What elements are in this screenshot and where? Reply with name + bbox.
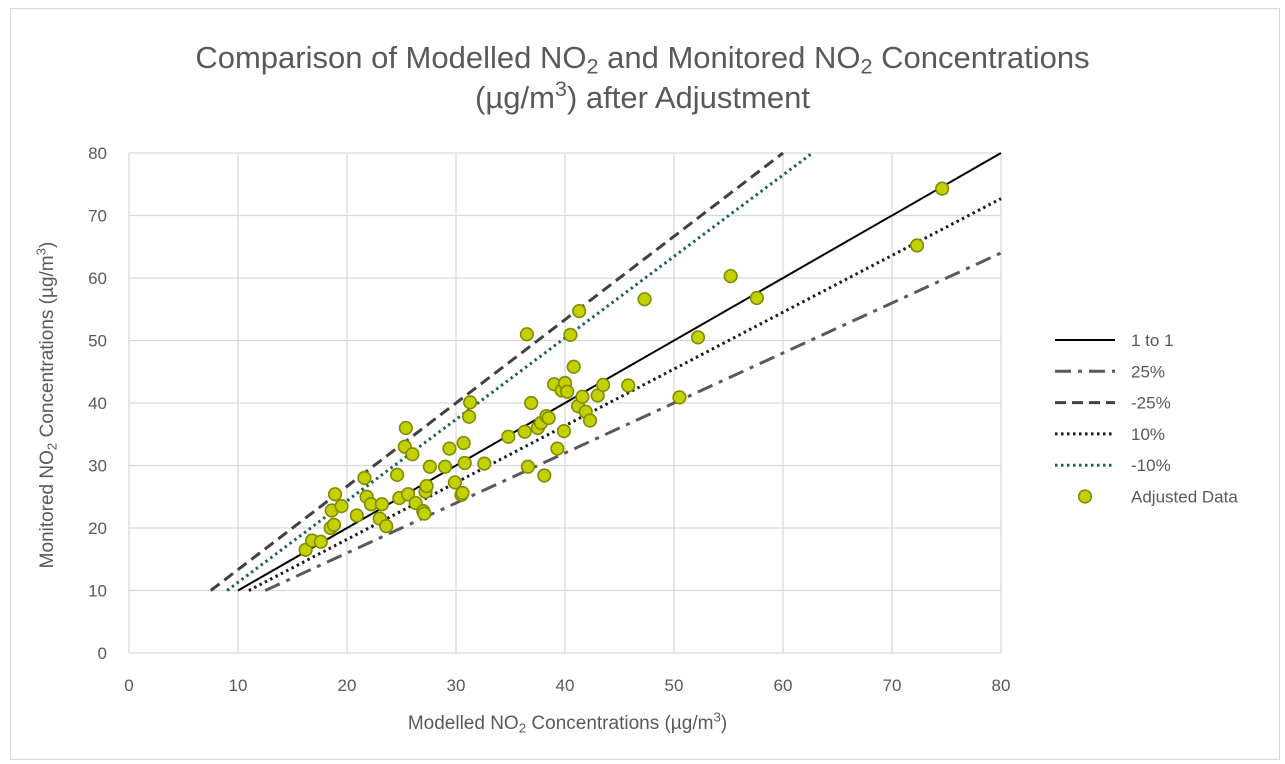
data-point [672, 390, 687, 405]
chart-title-line-1: Comparison of Modelled NO2 and Monitored… [195, 40, 1090, 79]
x-tick-label: 20 [338, 676, 357, 695]
legend-label: 10% [1131, 425, 1165, 444]
data-point [621, 378, 636, 393]
data-point [398, 420, 413, 436]
data-point [566, 359, 581, 374]
data-point [690, 330, 706, 345]
legend-label: 1 to 1 [1131, 331, 1174, 350]
data-point [517, 424, 532, 439]
data-point [582, 413, 598, 428]
series-line [237, 152, 1002, 592]
y-tick-label: 30 [88, 457, 107, 476]
data-point [477, 456, 492, 471]
data-point [461, 409, 477, 424]
x-tick-label: 10 [229, 676, 248, 695]
y-tick-label: 50 [88, 332, 107, 351]
x-tick-label: 80 [992, 676, 1011, 695]
legend-label: Adjusted Data [1131, 488, 1238, 507]
x-axis-title: Modelled NO2 Concentrations (µg/m3) [407, 709, 728, 736]
data-point [519, 327, 534, 342]
y-tick-label: 60 [88, 269, 107, 288]
data-point [541, 410, 556, 426]
data-point [405, 447, 420, 462]
series-line [248, 197, 1002, 592]
data-point [572, 304, 587, 319]
data-point [438, 459, 453, 474]
x-tick-label: 70 [883, 676, 902, 695]
data-point [563, 327, 578, 342]
data-point [457, 455, 472, 471]
data-point [417, 506, 432, 521]
data-point [326, 517, 342, 532]
y-tick-label: 40 [88, 394, 107, 413]
y-tick-label: 80 [88, 144, 107, 163]
data-point [637, 292, 652, 307]
x-tick-label: 60 [774, 676, 793, 695]
data-point [390, 467, 405, 482]
legend-label: -25% [1131, 394, 1171, 413]
x-tick-label: 30 [447, 676, 466, 695]
data-point [419, 479, 434, 494]
legend-label: 25% [1131, 362, 1165, 381]
y-axis-title: Monitored NO2 Concentrations (µg/m3) [33, 241, 60, 569]
reference-lines [209, 151, 1002, 592]
y-tick-label: 10 [88, 582, 107, 601]
series-line [264, 251, 1002, 592]
data-point [456, 435, 471, 451]
chart-frame [10, 8, 1280, 760]
data-point [349, 508, 364, 523]
data-point [723, 269, 738, 284]
data-point [556, 424, 572, 439]
data-point [596, 377, 611, 392]
legend: 1 to 1 25% -25% 10% -10% Adjusted Data [1055, 331, 1238, 507]
data-point [537, 468, 552, 483]
legend-marker [1077, 489, 1093, 504]
data-point [560, 384, 575, 399]
data-point [501, 429, 516, 444]
data-point [935, 181, 950, 196]
legend-label: -10% [1131, 456, 1171, 475]
data-point [909, 238, 925, 253]
data-point [463, 395, 478, 410]
data-point [447, 475, 463, 490]
data-point [550, 441, 565, 456]
data-point [455, 485, 470, 501]
data-point [379, 519, 394, 534]
chart-title-line-2: (µg/m3) after Adjustment [475, 76, 810, 115]
scatter-points [298, 181, 950, 557]
y-tick-label: 70 [88, 207, 107, 226]
data-point [442, 441, 457, 456]
data-point [327, 487, 343, 502]
y-tick-label: 0 [98, 644, 107, 663]
data-point [524, 395, 539, 411]
data-point [374, 497, 389, 512]
series-line [209, 151, 784, 592]
tick-labels: 0 10 20 30 40 50 60 70 80 0 10 20 30 40 50 60 70 80 [88, 144, 1010, 695]
x-tick-label: 40 [556, 676, 575, 695]
data-point [313, 534, 328, 549]
data-point [575, 389, 590, 404]
data-point [520, 459, 536, 474]
y-tick-label: 20 [88, 519, 107, 538]
axes [128, 153, 1001, 654]
data-point [400, 487, 416, 502]
data-point [334, 499, 349, 514]
data-point [422, 459, 437, 474]
x-tick-label: 50 [665, 676, 684, 695]
x-tick-label: 0 [124, 676, 133, 695]
data-point [357, 470, 372, 486]
data-point [749, 290, 764, 306]
series-line [226, 151, 814, 592]
